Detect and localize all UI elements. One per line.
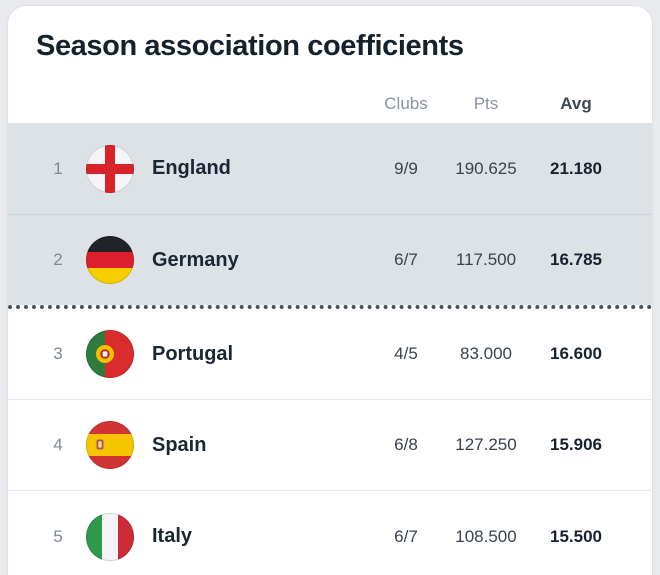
clubs-value: 6/7 — [394, 250, 418, 269]
spain-flag-icon — [86, 421, 134, 469]
rank-label: 5 — [53, 526, 63, 546]
country-name: Germany — [152, 248, 239, 271]
country-name: Spain — [152, 433, 207, 456]
pts-value: 117.500 — [455, 250, 517, 269]
pts-value: 190.625 — [455, 158, 517, 178]
column-header-pts: Pts — [473, 94, 499, 113]
portugal-flag-icon — [86, 330, 134, 378]
england-flag-icon — [86, 144, 134, 193]
avg-value: 16.600 — [550, 344, 602, 363]
column-header-avg: Avg — [560, 94, 592, 113]
country-name: Portugal — [152, 342, 234, 365]
clubs-value: 9/9 — [394, 158, 418, 178]
table-header: Clubs Pts Avg — [8, 77, 652, 123]
table-row[interactable]: 2 Germany 6/7 117.500 16.785 — [8, 214, 652, 305]
avg-value: 16.785 — [550, 250, 602, 269]
pts-value: 83.000 — [460, 344, 512, 363]
avg-value: 15.500 — [550, 526, 602, 546]
table-row[interactable]: 5 Italy 6/7 108.500 15.500 — [8, 491, 652, 575]
rank-label: 1 — [53, 158, 63, 178]
coefficients-card: Season association coefficients Clubs Pt… — [8, 6, 652, 575]
table-row[interactable]: 4 Spain 6/8 127.250 15.906 — [8, 400, 652, 491]
pts-value: 108.500 — [455, 526, 517, 546]
table-row[interactable]: 1 England 9/9 190.625 21.180 — [8, 123, 652, 214]
qualification-cutoff-divider — [8, 305, 652, 309]
column-header-clubs: Clubs — [384, 94, 428, 113]
clubs-value: 4/5 — [394, 344, 418, 363]
clubs-value: 6/7 — [394, 526, 418, 546]
avg-value: 21.180 — [550, 158, 602, 178]
clubs-value: 6/8 — [394, 435, 418, 454]
germany-flag-icon — [86, 236, 134, 284]
avg-value: 15.906 — [550, 435, 602, 454]
country-name: Italy — [152, 525, 193, 547]
italy-flag-icon — [86, 512, 134, 561]
table-row[interactable]: 3 Portugal 4/5 83.000 16.600 — [8, 309, 652, 400]
country-name: England — [152, 157, 231, 179]
pts-value: 127.250 — [455, 435, 517, 454]
rank-label: 3 — [53, 344, 63, 363]
rank-label: 4 — [53, 435, 63, 454]
page-title: Season association coefficients — [36, 30, 464, 62]
rank-label: 2 — [53, 250, 63, 269]
